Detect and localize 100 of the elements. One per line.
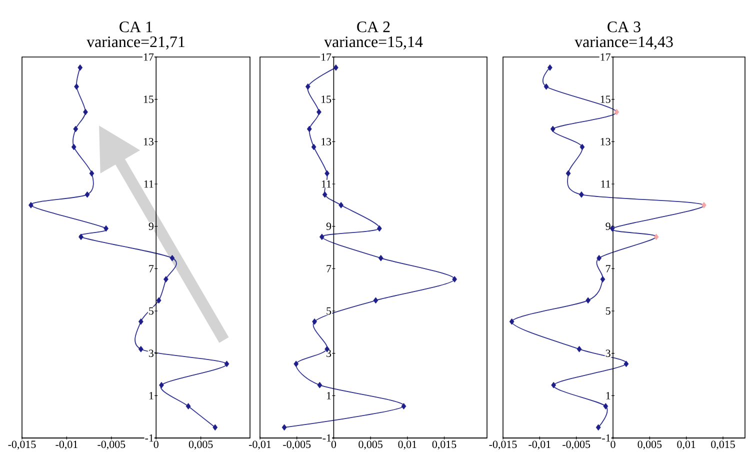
point (373, 297, 378, 304)
point (566, 170, 571, 177)
x-tick-label: 0,015 (432, 440, 456, 450)
point (156, 297, 162, 304)
y-tick-label: 9 (148, 222, 154, 230)
x-tick-label: 0,005 (638, 440, 662, 450)
point (319, 234, 324, 240)
x-tick-label: -0,015 (489, 440, 517, 450)
point (306, 126, 312, 132)
point (614, 108, 620, 116)
y-tick-label: 5 (326, 307, 332, 315)
point (586, 297, 591, 304)
point (322, 191, 328, 198)
chart-title: CA 1 (120, 22, 152, 32)
point (401, 403, 406, 410)
y-tick-label: -1 (602, 434, 610, 442)
point (544, 83, 549, 90)
point (596, 254, 602, 262)
point (78, 234, 84, 240)
point (333, 64, 338, 71)
point (596, 424, 601, 431)
y-tick-label: 13 (322, 138, 332, 146)
y-tick-label: 11 (322, 180, 331, 188)
point (547, 64, 552, 71)
y-tick-label: 9 (326, 222, 332, 230)
point (378, 254, 384, 262)
chart-title: CA 3 (608, 22, 640, 32)
point (551, 382, 556, 388)
x-tick-label: 0 (331, 440, 336, 448)
y-tick-label: 1 (326, 392, 331, 400)
point (138, 318, 144, 325)
y-tick-label: 7 (149, 265, 154, 272)
point (71, 144, 76, 150)
chart-title: CA 2 (357, 22, 390, 32)
y-tick-label: 7 (326, 265, 332, 272)
point (580, 144, 585, 150)
x-tick-label: -0,015 (8, 440, 36, 450)
point (104, 225, 108, 232)
y-tick-label: 13 (144, 138, 154, 146)
x-tick-label: 0,005 (188, 440, 213, 450)
point (311, 144, 316, 150)
point (338, 202, 344, 208)
y-tick-label: 7 (606, 265, 610, 272)
point (138, 346, 144, 352)
x-tick-label: -0,01 (248, 440, 271, 450)
x-tick-label: -0,005 (98, 440, 126, 450)
point (317, 382, 322, 388)
y-tick-label: 11 (144, 180, 154, 188)
x-tick-label: -0,01 (56, 440, 78, 450)
point (294, 360, 299, 368)
y-tick-label: 3 (148, 350, 154, 358)
y-tick-label: 17 (600, 53, 610, 61)
y-tick-label: 9 (606, 222, 610, 230)
point (305, 83, 310, 90)
point (170, 254, 175, 262)
chart-subtitle: variance=14,43 (574, 36, 673, 50)
point (624, 360, 629, 368)
y-tick-label: 15 (144, 96, 154, 103)
y-tick-label: 3 (606, 350, 610, 358)
point (74, 83, 79, 90)
chart-subtitle: variance=21,71 (86, 36, 184, 50)
point (78, 64, 83, 71)
point (603, 403, 608, 410)
y-tick-label: 17 (144, 53, 154, 61)
y-tick-label: 13 (600, 138, 610, 146)
point (159, 382, 164, 388)
point (579, 191, 584, 198)
point (509, 318, 514, 325)
x-tick-label: -0,005 (562, 440, 590, 450)
point (84, 191, 90, 198)
point (654, 234, 659, 240)
point (701, 202, 706, 208)
point (212, 424, 218, 431)
y-tick-label: 15 (322, 96, 332, 103)
x-tick-label: 0 (154, 440, 158, 448)
point (576, 346, 582, 352)
x-tick-label: 0,015 (711, 440, 735, 450)
chart-subtitle: variance=15,14 (324, 36, 423, 50)
y-tick-label: 15 (600, 96, 610, 103)
point (282, 424, 287, 431)
y-tick-label: 5 (606, 307, 610, 315)
point (83, 108, 88, 116)
y-tick-label: 17 (322, 53, 332, 61)
point (376, 225, 382, 232)
x-tick-label: 0,01 (398, 440, 416, 450)
x-tick-label: 0 (610, 440, 616, 448)
point (316, 108, 322, 116)
point (550, 126, 556, 132)
point (600, 276, 606, 282)
point (312, 318, 317, 325)
x-tick-label: 0,005 (358, 440, 382, 450)
y-tick-label: 1 (606, 392, 610, 400)
point (186, 403, 191, 410)
point (452, 276, 458, 282)
point (324, 170, 330, 177)
y-tick-label: -1 (145, 434, 154, 442)
point (73, 126, 78, 132)
x-tick-label: -0,005 (283, 440, 311, 450)
y-tick-label: 11 (601, 180, 610, 188)
x-tick-label: 0,01 (677, 440, 696, 450)
